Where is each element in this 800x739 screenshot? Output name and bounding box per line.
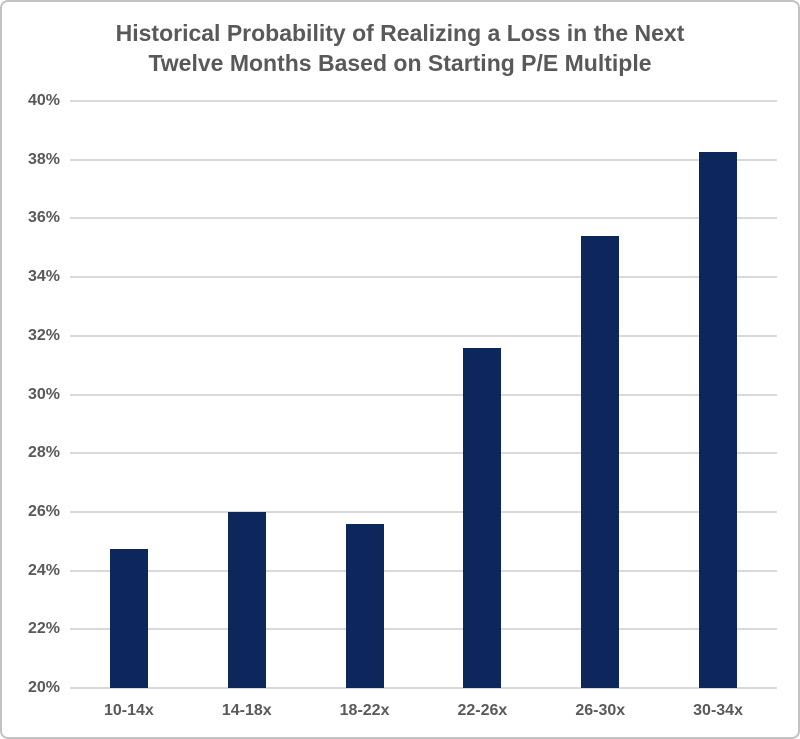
- gridline: [70, 510, 777, 513]
- y-axis-tick-label: 32%: [27, 326, 60, 344]
- y-axis-labels: 40% 38% 36% 34% 32% 30% 28% 26% 24% 22% 20%: [2, 93, 60, 696]
- gridline: [70, 276, 777, 279]
- gridline: [70, 569, 777, 572]
- y-axis-tick-label: 34%: [27, 268, 60, 286]
- gridline: [70, 334, 777, 337]
- bar-series: [70, 101, 777, 688]
- bar-slot: [70, 101, 188, 688]
- x-axis-tick-label: 18-22x: [339, 702, 390, 719]
- bar-slot: [659, 101, 777, 688]
- gridline: [70, 687, 777, 689]
- y-axis-tick-label: 22%: [27, 620, 60, 638]
- bar-30-34x: [699, 152, 738, 688]
- y-axis-tick-label: 24%: [27, 561, 60, 579]
- y-axis-tick-label: 38%: [27, 150, 60, 168]
- bar-slot: [423, 101, 541, 688]
- gridline: [70, 217, 777, 220]
- bar-22-26x: [463, 347, 502, 688]
- plot-area: [70, 100, 777, 689]
- x-axis-tick-label: 26-30x: [575, 702, 626, 719]
- chart-title: Historical Probability of Realizing a Lo…: [2, 18, 798, 78]
- y-axis-tick-label: 26%: [27, 502, 60, 520]
- x-axis-tick-label: 22-26x: [457, 702, 508, 719]
- gridline: [70, 452, 777, 455]
- chart-title-line-1: Historical Probability of Realizing a Lo…: [115, 20, 685, 46]
- y-axis-tick-label: 36%: [27, 209, 60, 227]
- gridline: [70, 158, 777, 161]
- bar-slot: [306, 101, 424, 688]
- bar-slot: [541, 101, 659, 688]
- bar-14-18x: [227, 511, 266, 688]
- chart-title-line-2: Twelve Months Based on Starting P/E Mult…: [148, 50, 652, 76]
- bar-10-14x: [109, 548, 148, 688]
- y-axis-tick-label: 20%: [27, 679, 60, 696]
- bar-26-30x: [581, 236, 620, 688]
- gridline: [70, 393, 777, 396]
- x-axis-tick-label: 30-34x: [693, 702, 743, 719]
- x-axis-tick-label: 10-14x: [104, 702, 154, 719]
- gridline: [70, 100, 777, 102]
- y-axis-tick-label: 40%: [27, 92, 60, 109]
- gridline: [70, 628, 777, 631]
- bar-slot: [188, 101, 306, 688]
- bar-18-22x: [345, 523, 384, 688]
- y-axis-tick-label: 30%: [27, 385, 60, 403]
- x-axis-tick-label: 14-18x: [221, 702, 272, 719]
- y-axis-tick-label: 28%: [27, 444, 60, 462]
- x-axis-labels: 10-14x 14-18x 18-22x 22-26x 26-30x 30-34x: [70, 701, 777, 721]
